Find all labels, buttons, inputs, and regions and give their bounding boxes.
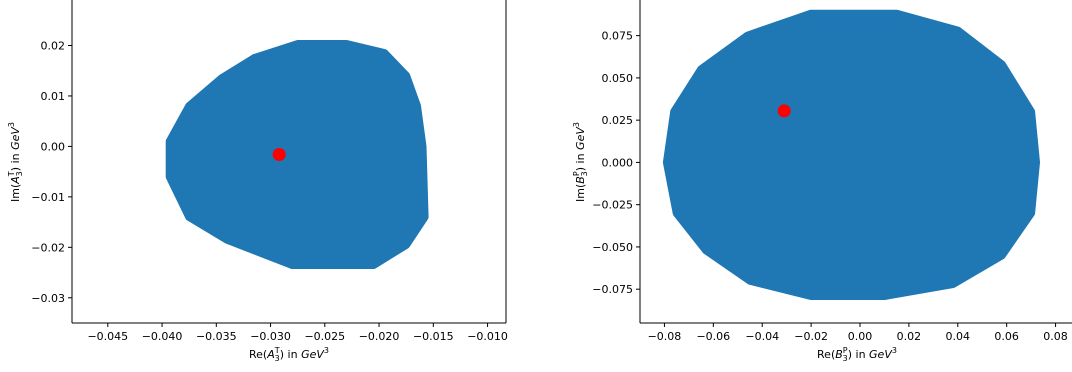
y-tick-label: −0.03	[31, 292, 65, 305]
y-tick-label: 0.01	[41, 90, 66, 103]
y-tick-label: −0.025	[592, 199, 633, 212]
y-tick-label: 0.050	[602, 72, 634, 85]
highlight-point	[272, 148, 286, 161]
y-tick-label: −0.075	[592, 283, 633, 296]
x-tick-label: −0.02	[794, 330, 828, 343]
x-tick-label: −0.040	[142, 330, 183, 343]
highlight-point	[777, 104, 791, 118]
x-tick-label: −0.04	[745, 330, 779, 343]
y-tick-label: 0.025	[602, 114, 634, 127]
x-tick-label: 0.08	[1043, 330, 1068, 343]
plot-area-left	[165, 40, 429, 269]
x-tick-label: −0.010	[467, 330, 508, 343]
x-tick-label: 0.00	[848, 330, 873, 343]
panel-left: Re(AT 3) in GeV3 Im(AT3) in GeV3 −0.045 −0…	[7, 0, 508, 363]
x-tick-label: −0.035	[196, 330, 237, 343]
x-tick-label: 0.06	[994, 330, 1019, 343]
plot-area-right	[662, 9, 1040, 300]
x-tick-label: 0.04	[946, 330, 971, 343]
y-tick-label: 0.02	[41, 40, 66, 53]
y-axis-label-left: Im(AT3) in GeV3	[7, 122, 24, 202]
x-axis-label-left: Re(AT 3) in GeV3	[249, 346, 329, 363]
y-tick-label: −0.02	[31, 241, 65, 254]
x-tick-label: −0.025	[304, 330, 345, 343]
x-axis-label-right: Re(BP 3) in GeV3	[817, 346, 897, 363]
y-axis-label-right: Im(BP3) in GeV3	[572, 122, 589, 202]
scatter-cloud	[165, 40, 429, 269]
scatter-cloud	[662, 9, 1040, 300]
x-tick-label: −0.020	[359, 330, 400, 343]
panel-right: Re(BP 3) in GeV3 Im(BP3) in GeV3 −0.08 −0.…	[572, 0, 1072, 363]
y-tick-label: 0.00	[41, 140, 66, 153]
y-tick-label: 0.000	[602, 156, 634, 169]
y-tick-label: −0.01	[31, 191, 65, 204]
y-tick-label: 0.075	[602, 30, 634, 43]
y-tick-label: −0.050	[592, 241, 633, 254]
x-tick-label: −0.045	[87, 330, 128, 343]
y-tick-label: 0.03	[41, 0, 66, 2]
x-tick-label: −0.06	[696, 330, 730, 343]
x-tick-label: −0.015	[413, 330, 454, 343]
x-tick-label: −0.030	[250, 330, 291, 343]
x-tick-label: −0.08	[648, 330, 682, 343]
x-tick-label: 0.02	[897, 330, 922, 343]
